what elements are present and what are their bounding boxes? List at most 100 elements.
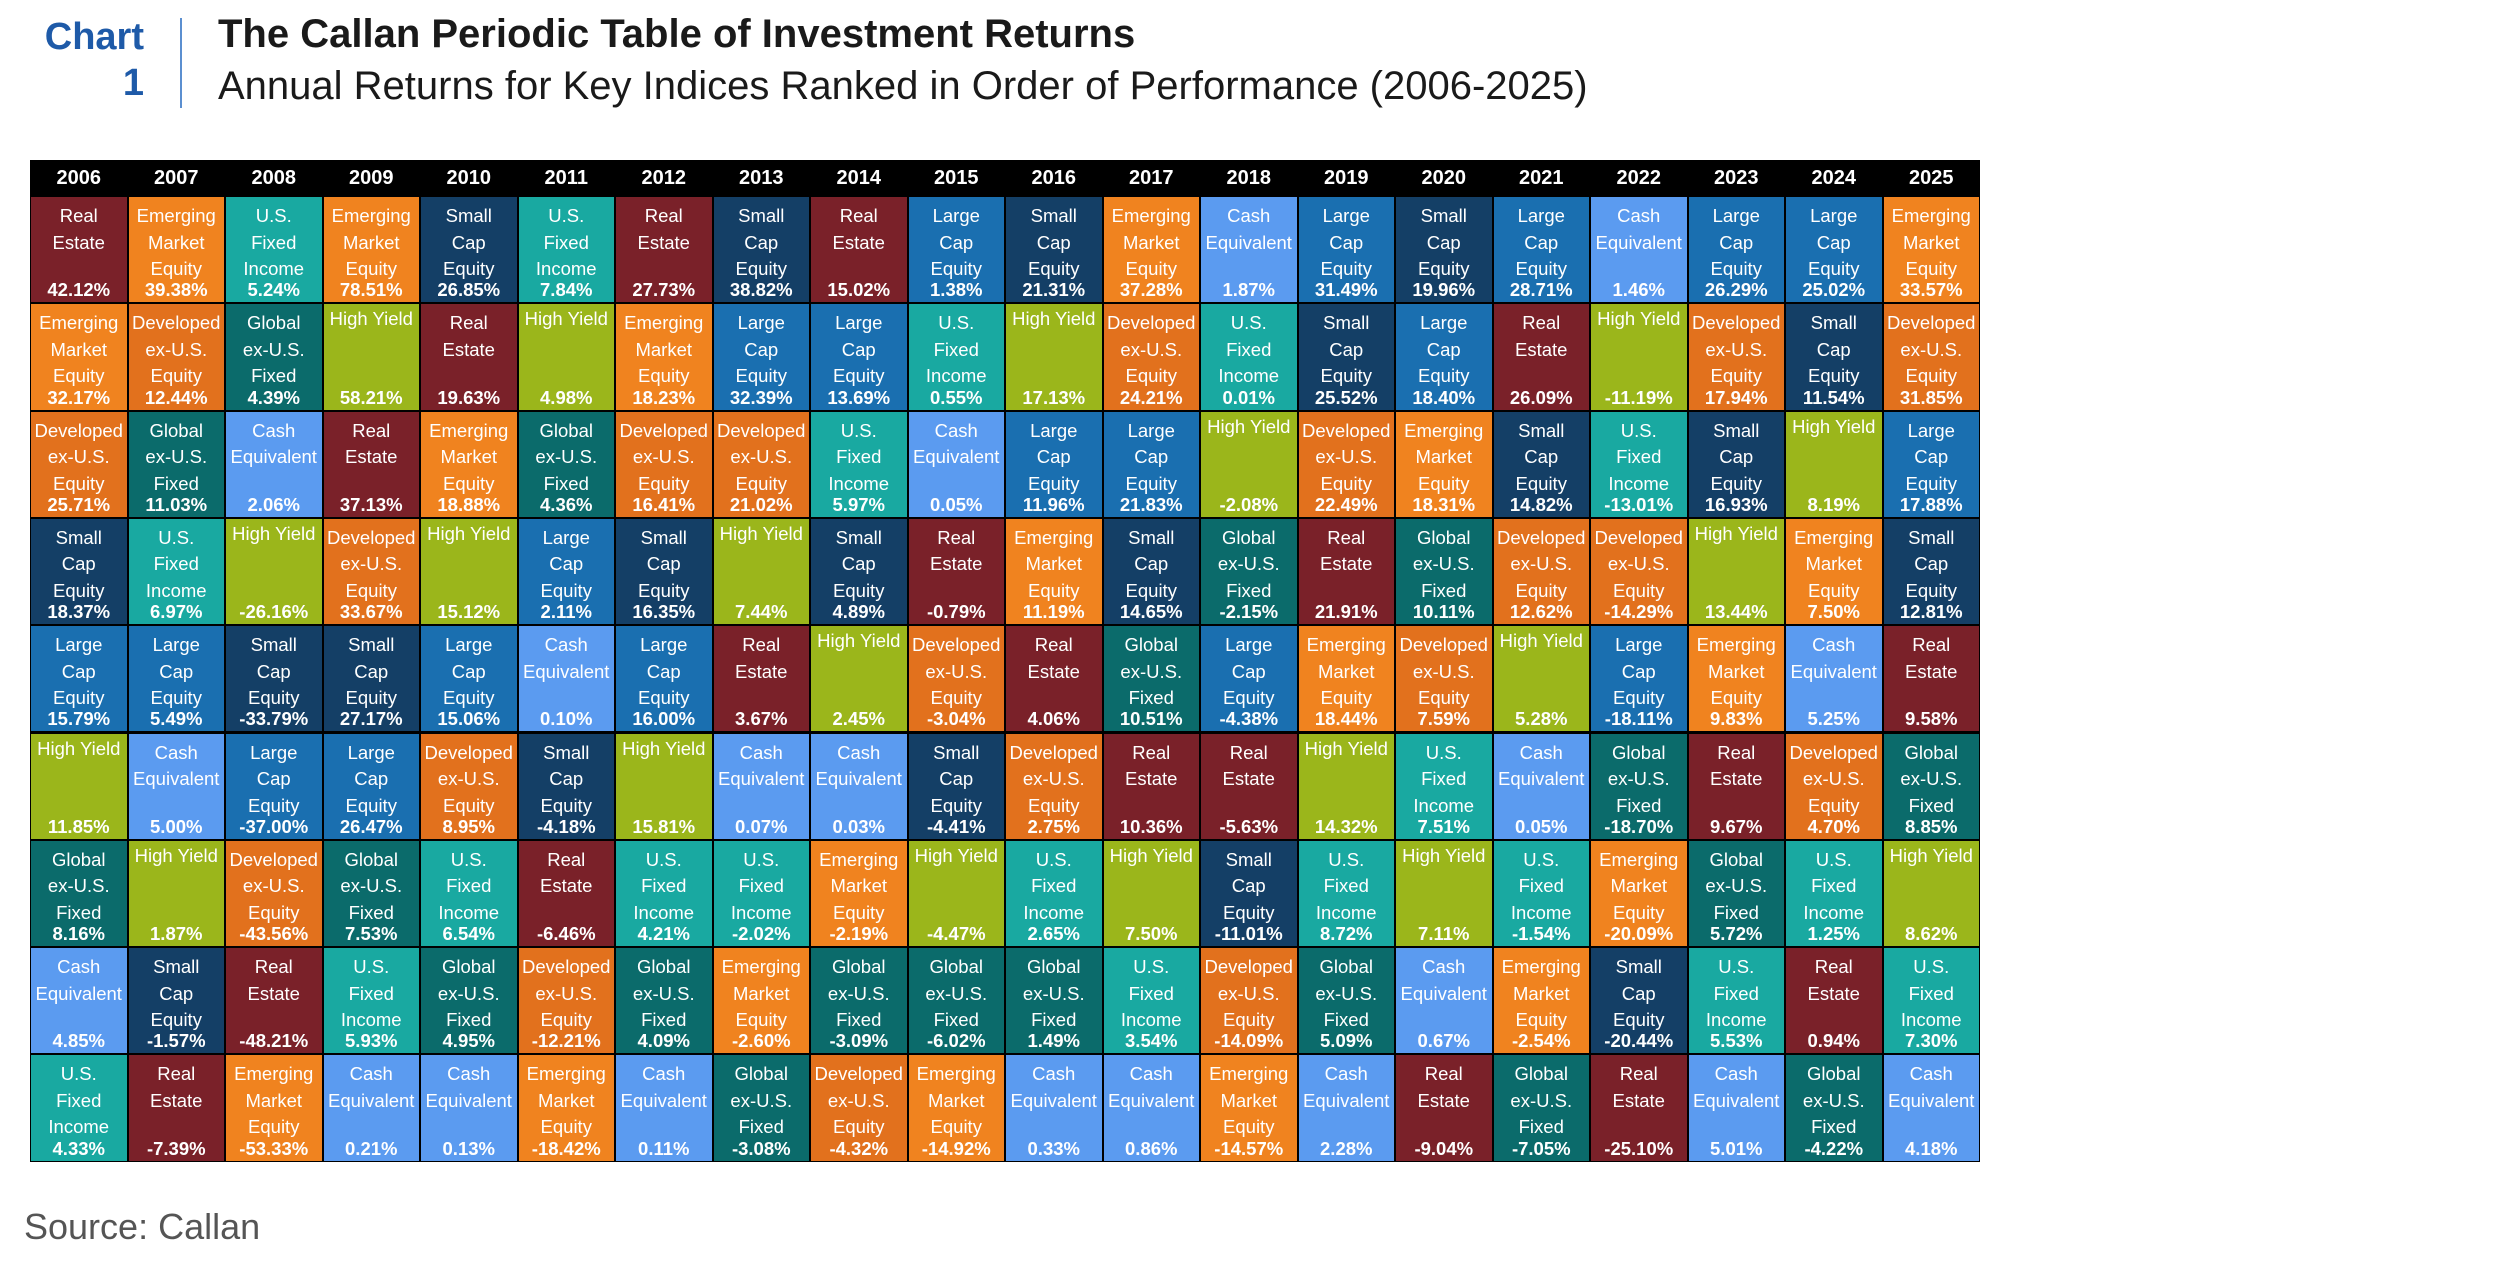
return-value: 18.44% bbox=[1314, 708, 1378, 730]
asset-class-label: Developed ex-U.S. Equity bbox=[619, 419, 708, 494]
asset-class-label: Cash Equivalent bbox=[1205, 205, 1292, 253]
asset-class-label: U.S. Fixed Income bbox=[1608, 419, 1670, 494]
return-cell: Developed ex-U.S. Equity 4.70% bbox=[1786, 733, 1882, 839]
asset-class-label: Small Cap Equity bbox=[150, 956, 202, 1031]
return-cell: Large Cap Equity 31.49% bbox=[1298, 197, 1394, 303]
return-cell: U.S. Fixed Income 4.21% bbox=[616, 840, 712, 947]
asset-class-label: Cash Equivalent bbox=[328, 1063, 415, 1111]
return-value: 5.24% bbox=[247, 279, 300, 301]
return-cell: Small Cap Equity 16.35% bbox=[616, 518, 712, 625]
return-value: 18.37% bbox=[47, 601, 111, 623]
return-value: 25.71% bbox=[47, 493, 111, 515]
return-value: 7.84% bbox=[540, 279, 593, 301]
return-value: 26.47% bbox=[339, 815, 403, 837]
return-cell: Global ex-U.S. Fixed 8.85% bbox=[1883, 733, 1979, 839]
return-value: 3.54% bbox=[1125, 1030, 1178, 1052]
year-header-2023: 2023 bbox=[1714, 167, 1759, 189]
asset-class-label: Large Cap Equity bbox=[833, 312, 885, 387]
asset-class-label: Developed ex-U.S. Equity bbox=[1302, 419, 1391, 494]
return-value: 4.39% bbox=[247, 386, 300, 408]
return-value: -20.44% bbox=[1604, 1030, 1674, 1052]
return-value: 19.96% bbox=[1412, 279, 1476, 301]
asset-class-label: Large Cap Equity bbox=[1028, 419, 1080, 494]
asset-class-label: Cash Equivalent bbox=[523, 634, 610, 682]
return-value: 42.12% bbox=[47, 279, 111, 301]
return-value: -2.60% bbox=[731, 1030, 791, 1052]
asset-class-label: Cash Equivalent bbox=[133, 741, 220, 790]
return-value: -11.19% bbox=[1604, 386, 1673, 408]
return-value: 4.95% bbox=[442, 1030, 495, 1052]
asset-class-label: U.S. Fixed Income bbox=[1900, 956, 1962, 1031]
return-value: 5.09% bbox=[1320, 1030, 1373, 1052]
return-cell: Global ex-U.S. Fixed -3.08% bbox=[713, 1055, 809, 1161]
return-value: 11.19% bbox=[1022, 601, 1085, 623]
return-cell: Small Cap Equity 27.17% bbox=[323, 626, 419, 732]
return-value: 5.00% bbox=[150, 815, 203, 837]
asset-class-label: Developed ex-U.S. Equity bbox=[132, 312, 221, 387]
return-value: 0.21% bbox=[345, 1137, 398, 1159]
return-cell: Small Cap Equity 19.96% bbox=[1396, 197, 1492, 303]
year-header-2011: 2011 bbox=[544, 167, 588, 189]
asset-class-label: Cash Equivalent bbox=[718, 741, 805, 790]
asset-class-label: Real Estate bbox=[1222, 741, 1275, 790]
return-value: 12.81% bbox=[1899, 601, 1963, 623]
return-value: 0.05% bbox=[930, 493, 983, 515]
return-cell: High Yield 7.50% bbox=[1103, 840, 1199, 947]
return-cell: U.S. Fixed Income 6.54% bbox=[421, 840, 517, 947]
return-value: 78.51% bbox=[339, 279, 403, 301]
return-cell: Small Cap Equity -33.79% bbox=[226, 626, 322, 732]
return-cell: Large Cap Equity 21.83% bbox=[1103, 411, 1199, 517]
return-value: -4.38% bbox=[1219, 708, 1279, 730]
return-value: 0.33% bbox=[1027, 1137, 1080, 1159]
asset-class-label: High Yield bbox=[1499, 630, 1583, 652]
return-cell: Global ex-U.S. Fixed -18.70% bbox=[1591, 733, 1687, 839]
return-cell: Emerging Market Equity -2.60% bbox=[713, 948, 809, 1054]
return-value: -14.29% bbox=[1604, 601, 1674, 623]
return-value: 5.25% bbox=[1807, 708, 1860, 730]
return-value: -4.22% bbox=[1804, 1137, 1864, 1159]
return-cell: Emerging Market Equity -18.42% bbox=[518, 1055, 614, 1161]
return-cell: High Yield 58.21% bbox=[323, 304, 419, 410]
return-cell: Emerging Market Equity 39.38% bbox=[128, 197, 224, 303]
return-cell: Real Estate -9.04% bbox=[1396, 1055, 1492, 1161]
asset-class-label: U.S. Fixed Income bbox=[1315, 848, 1377, 923]
asset-class-label: Cash Equivalent bbox=[35, 956, 122, 1004]
chart-subtitle: Annual Returns for Key Indices Ranked in… bbox=[218, 64, 1588, 108]
return-cell: U.S. Fixed Income 5.93% bbox=[323, 948, 419, 1054]
asset-class-label: Large Cap Equity bbox=[540, 526, 592, 601]
asset-class-label: Small Cap Equity bbox=[638, 526, 690, 601]
return-cell: Small Cap Equity 38.82% bbox=[713, 197, 809, 303]
return-value: -14.57% bbox=[1214, 1137, 1284, 1159]
return-value: -14.92% bbox=[921, 1137, 991, 1159]
asset-class-label: Cash Equivalent bbox=[1790, 634, 1877, 682]
asset-class-label: Emerging Market Equity bbox=[39, 312, 119, 387]
return-value: 18.23% bbox=[632, 386, 696, 408]
asset-class-label: Real Estate bbox=[1905, 634, 1958, 682]
return-cell: Small Cap Equity 25.52% bbox=[1298, 304, 1394, 410]
asset-class-label: Real Estate bbox=[735, 634, 788, 682]
return-cell: Real Estate 9.58% bbox=[1883, 626, 1979, 732]
return-value: 11.96% bbox=[1022, 493, 1085, 515]
asset-class-label: Cash Equivalent bbox=[620, 1063, 707, 1111]
return-value: 33.57% bbox=[1899, 279, 1963, 301]
asset-class-label: Small Cap Equity bbox=[930, 741, 982, 816]
return-cell: High Yield 7.44% bbox=[713, 518, 809, 625]
asset-class-label: Real Estate bbox=[1710, 741, 1763, 790]
return-cell: High Yield 11.85% bbox=[31, 733, 127, 839]
return-cell: Global ex-U.S. Fixed -4.22% bbox=[1786, 1055, 1882, 1161]
return-cell: Real Estate 15.02% bbox=[811, 197, 907, 303]
asset-class-label: Large Cap Equity bbox=[930, 205, 982, 279]
asset-class-label: Large Cap Equity bbox=[638, 634, 690, 709]
year-header-2020: 2020 bbox=[1421, 167, 1467, 189]
return-cell: Global ex-U.S. Fixed 4.36% bbox=[518, 411, 614, 517]
asset-class-label: Emerging Market Equity bbox=[1209, 1063, 1289, 1138]
return-value: -18.11% bbox=[1604, 708, 1673, 730]
return-cell: Emerging Market Equity -14.57% bbox=[1201, 1055, 1297, 1161]
return-cell: U.S. Fixed Income 0.55% bbox=[908, 304, 1004, 410]
asset-class-label: Emerging Market Equity bbox=[429, 419, 509, 494]
year-header-2010: 2010 bbox=[446, 167, 492, 189]
return-cell: Cash Equivalent 0.33% bbox=[1006, 1055, 1102, 1161]
return-value: 58.21% bbox=[339, 386, 403, 408]
return-cell: Cash Equivalent 0.10% bbox=[518, 626, 614, 732]
return-cell: Large Cap Equity 15.79% bbox=[31, 626, 127, 732]
